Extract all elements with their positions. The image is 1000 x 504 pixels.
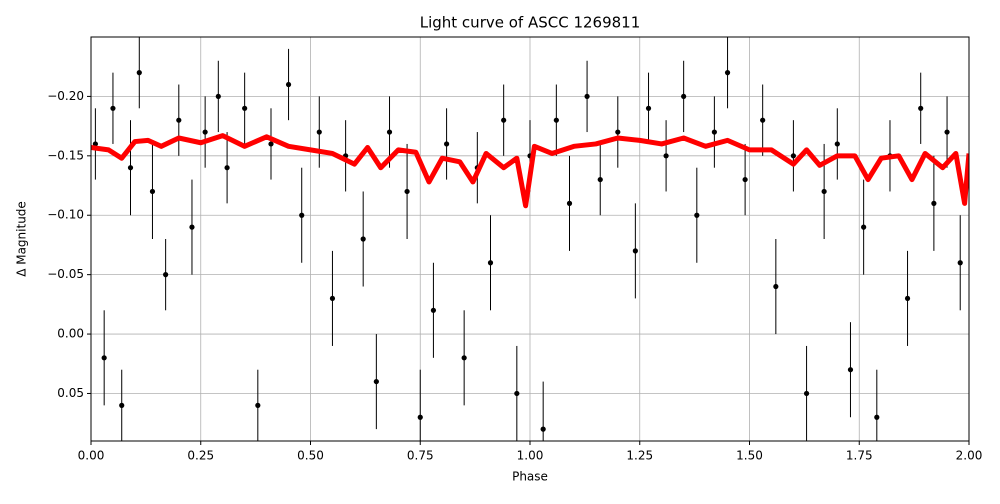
data-point	[847, 367, 854, 373]
data-point	[861, 224, 867, 230]
data-point	[461, 355, 467, 361]
data-point	[681, 93, 687, 100]
data-point	[202, 129, 208, 135]
data-point	[285, 81, 292, 88]
data-point	[373, 378, 379, 385]
data-point	[957, 260, 963, 266]
x-tick-label: 0.75	[407, 449, 434, 463]
data-point	[790, 153, 797, 159]
data-point	[645, 105, 652, 111]
data-point	[136, 70, 142, 76]
data-point	[834, 141, 840, 147]
data-point	[110, 105, 116, 111]
y-tick-label: −0.10	[47, 208, 84, 222]
data-point	[224, 165, 230, 171]
data-point	[501, 117, 507, 123]
data-point	[430, 307, 437, 313]
data-point	[92, 141, 98, 147]
x-tick-label: 1.00	[517, 449, 544, 463]
y-axis-label: Δ Magnitude	[15, 201, 29, 277]
data-point	[742, 176, 748, 183]
data-point	[299, 212, 305, 218]
data-point	[176, 117, 182, 123]
data-point	[553, 117, 559, 123]
data-point	[904, 295, 911, 302]
y-tick-label: −0.15	[47, 148, 84, 162]
data-point	[163, 272, 169, 278]
data-point	[316, 129, 322, 135]
data-point	[821, 188, 827, 195]
data-point	[268, 141, 274, 147]
data-point	[127, 165, 134, 171]
data-point	[119, 402, 125, 408]
data-point	[803, 390, 810, 397]
data-point	[360, 236, 366, 242]
x-tick-label: 1.25	[626, 449, 653, 463]
data-point	[386, 129, 393, 135]
data-point	[597, 176, 603, 183]
data-point	[215, 93, 221, 100]
x-tick-label: 0.50	[297, 449, 324, 463]
data-point	[711, 129, 717, 135]
data-point	[242, 105, 248, 111]
data-point	[944, 129, 950, 135]
data-point	[255, 402, 261, 408]
data-point	[566, 200, 573, 206]
y-tick-label: −0.20	[47, 89, 84, 103]
plot-area	[91, 37, 969, 441]
data-point	[443, 141, 450, 147]
data-point	[760, 117, 766, 123]
data-point	[189, 224, 195, 230]
trend-line	[91, 133, 969, 209]
y-tick-label: −0.05	[47, 267, 84, 281]
data-point	[615, 129, 621, 135]
data-point	[404, 188, 410, 195]
data-point	[724, 70, 731, 76]
data-point	[931, 200, 937, 206]
data-point	[584, 93, 590, 100]
data-point	[918, 105, 924, 111]
data-point	[694, 212, 700, 218]
data-point	[540, 426, 546, 432]
y-tick-label: 0.05	[57, 386, 84, 400]
x-tick-label: 2.00	[956, 449, 983, 463]
data-point	[329, 295, 336, 302]
data-point	[874, 414, 880, 420]
data-point	[101, 355, 107, 361]
data-point	[514, 390, 520, 397]
data-point	[632, 248, 638, 254]
x-tick-label: 1.75	[846, 449, 873, 463]
grid	[90, 37, 970, 441]
y-tick-label: 0.00	[57, 327, 84, 341]
x-tick-label: 1.50	[736, 449, 763, 463]
data-point	[663, 153, 669, 159]
data-point	[417, 414, 423, 420]
chart-title: Light curve of ASCC 1269811	[420, 14, 641, 32]
ticks: 0.00 0.25 0.50 0.75 1.00 1.25 1.50 1.75 2.00 −0.2…	[47, 89, 982, 463]
x-tick-label: 0.25	[187, 449, 214, 463]
x-axis-label: Phase	[512, 470, 548, 484]
data-point	[149, 188, 156, 195]
data-point	[487, 260, 494, 266]
data-point	[773, 283, 779, 290]
x-tick-label: 0.00	[78, 449, 105, 463]
